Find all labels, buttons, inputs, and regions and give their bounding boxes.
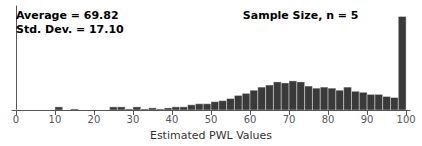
svg-text:100: 100 — [397, 114, 416, 125]
svg-text:60: 60 — [244, 114, 257, 125]
svg-text:90: 90 — [361, 114, 374, 125]
svg-text:50: 50 — [205, 114, 218, 125]
svg-text:20: 20 — [88, 114, 101, 125]
svg-text:0: 0 — [13, 114, 19, 125]
svg-text:10: 10 — [49, 114, 62, 125]
svg-text:Sample Size, n = 5: Sample Size, n = 5 — [243, 9, 359, 22]
svg-text:30: 30 — [127, 114, 140, 125]
svg-text:Std. Dev. = 17.10: Std. Dev. = 17.10 — [16, 23, 124, 36]
svg-text:80: 80 — [322, 114, 335, 125]
svg-text:70: 70 — [283, 114, 296, 125]
svg-text:40: 40 — [166, 114, 179, 125]
svg-text:Average = 69.82: Average = 69.82 — [16, 9, 119, 22]
svg-text:Estimated PWL Values: Estimated PWL Values — [150, 129, 272, 142]
